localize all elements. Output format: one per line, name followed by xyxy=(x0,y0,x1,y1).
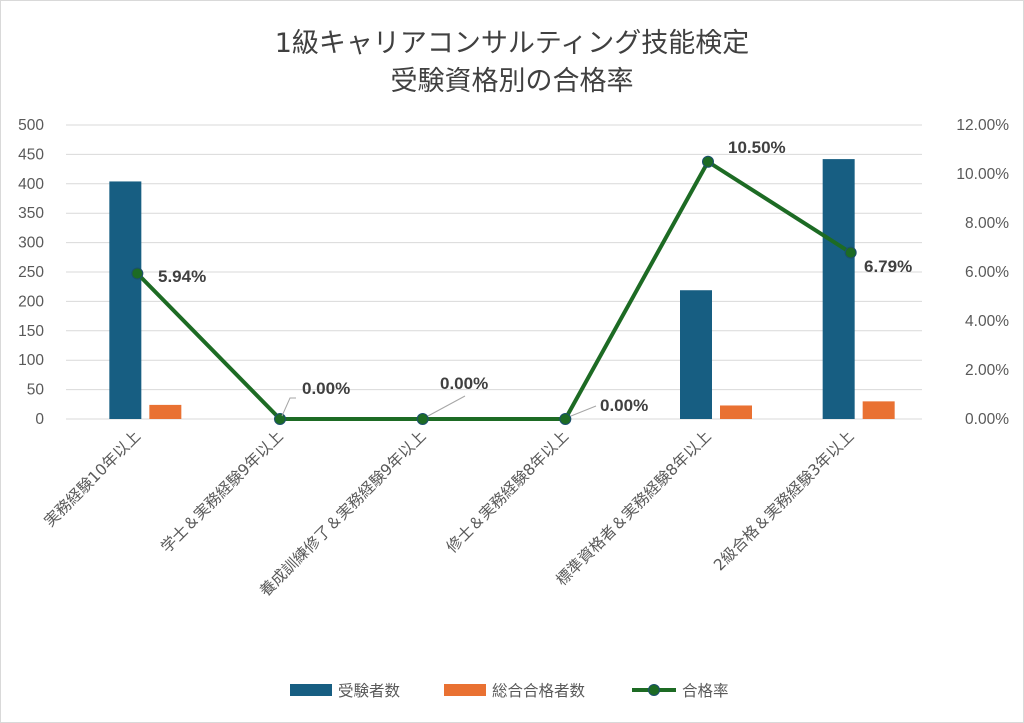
left-tick-label: 500 xyxy=(18,117,44,134)
right-tick-label: 2.00% xyxy=(965,362,1009,379)
right-tick-label: 4.00% xyxy=(965,313,1009,330)
chart-title-line-2: 受験資格別の合格率 xyxy=(391,66,634,97)
rate-data-label: 0.00% xyxy=(302,379,350,398)
bar-examinees xyxy=(109,181,142,419)
category-label: 養成訓練修了＆実務経験9年以上 xyxy=(256,427,429,600)
label-leader-line xyxy=(427,395,466,417)
right-tick-label: 6.00% xyxy=(965,264,1009,281)
data-labels: 5.94% 0.00% 0.00% 0.00% 10.50% 6.79% xyxy=(158,138,912,417)
rate-point xyxy=(702,155,714,168)
rate-data-label: 0.00% xyxy=(600,396,648,415)
left-tick-label: 400 xyxy=(18,176,44,193)
bar-passers xyxy=(149,404,182,419)
rate-point xyxy=(844,246,857,259)
right-tick-label: 10.00% xyxy=(956,166,1009,183)
right-tick-label: 12.00% xyxy=(956,117,1009,134)
rate-data-label: 5.94% xyxy=(158,267,206,286)
left-tick-label: 250 xyxy=(18,264,44,281)
legend-swatch xyxy=(290,684,332,696)
right-tick-label: 0.00% xyxy=(965,411,1009,428)
left-axis-ticks: 0 50 100 150 200 250 300 350 400 450 500 xyxy=(18,117,44,428)
gridlines xyxy=(66,124,922,420)
left-tick-label: 200 xyxy=(18,293,44,310)
label-leader-line xyxy=(570,405,597,417)
legend-label: 受験者数 xyxy=(338,682,401,700)
rate-data-label: 10.50% xyxy=(728,138,786,157)
chart-title: 1級キャリアコンサルティング技能検定 受験資格別の合格率 xyxy=(275,28,750,97)
bar-passers xyxy=(862,401,895,419)
category-label: 学士＆実務経験9年以上 xyxy=(158,427,287,556)
rate-point xyxy=(559,413,572,425)
legend-label: 合格率 xyxy=(682,682,729,700)
legend: 受験者数 総合合格者数 合格率 xyxy=(290,682,729,700)
rate-point xyxy=(274,413,286,425)
chart-title-line-1: 1級キャリアコンサルティング技能検定 xyxy=(275,28,750,59)
rate-line-path xyxy=(135,159,852,421)
category-label: 修士＆実務経験8年以上 xyxy=(443,427,572,556)
bars xyxy=(109,159,895,419)
left-tick-label: 450 xyxy=(18,146,44,163)
rate-point xyxy=(131,267,144,280)
bar-examinees xyxy=(822,159,855,419)
rate-point xyxy=(416,413,429,425)
legend-swatch-marker xyxy=(648,684,660,696)
rate-data-label: 0.00% xyxy=(440,374,488,393)
right-axis-ticks: 0.00% 2.00% 4.00% 6.00% 8.00% 10.00% 12.00% xyxy=(956,117,1009,428)
right-tick-label: 8.00% xyxy=(965,215,1009,232)
left-tick-label: 100 xyxy=(18,352,44,369)
label-leader-line xyxy=(281,397,296,417)
legend-label: 総合合格者数 xyxy=(492,682,586,700)
bar-examinees xyxy=(680,290,712,419)
category-label: 標準資格者＆実務経験8年以上 xyxy=(553,427,715,589)
left-tick-label: 300 xyxy=(18,235,44,252)
bar-passers xyxy=(720,405,752,419)
left-tick-label: 350 xyxy=(18,205,44,222)
left-tick-label: 150 xyxy=(18,323,44,340)
rate-line xyxy=(131,155,857,425)
legend-swatch xyxy=(444,684,486,696)
rate-data-label: 6.79% xyxy=(864,257,912,276)
category-label: 2級合格＆実務経験3年以上 xyxy=(710,427,857,574)
left-tick-label: 50 xyxy=(27,382,45,399)
category-label: 実務経験10年以上 xyxy=(41,427,144,530)
left-tick-label: 0 xyxy=(35,411,44,428)
